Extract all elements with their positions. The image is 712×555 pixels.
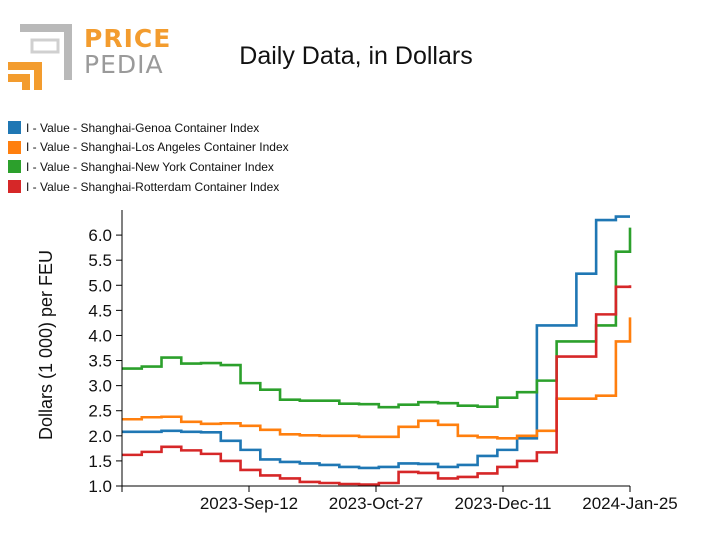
series-line-3 [122,285,632,486]
y-axis-title: Dollars (1 000) per FEU [36,250,56,440]
y-tick-label: 1.0 [88,477,112,496]
series-line-1 [122,317,632,440]
y-tick-label: 2.5 [88,402,112,421]
x-axis: 2023-Sep-12 2023-Oct-27 2023-Dec-11 2024-Ja… [121,485,678,513]
x-tick-label: 2023-Sep-12 [200,494,298,513]
logo-text-pedia: PEDIA [84,50,164,79]
x-tick-label: 2023-Oct-27 [329,494,424,513]
series-layer [122,215,632,486]
chart-title: Daily Data, in Dollars [239,42,473,70]
y-tick-label: 4.5 [88,301,112,320]
y-tick-label: 2.0 [88,427,112,446]
pricepedia-logo: PRICE PEDIA [6,22,170,92]
legend-item-new-york[interactable]: I - Value - Shanghai-New York Container … [8,157,289,177]
y-tick-label: 6.0 [88,226,112,245]
legend-item-los-angeles[interactable]: I - Value - Shanghai-Los Angeles Contain… [8,138,289,158]
legend-label: I - Value - Shanghai-New York Container … [26,159,274,174]
series-line-2 [122,227,632,409]
y-tick-label: 1.5 [88,452,112,471]
legend-swatch [8,121,21,135]
y-tick-label: 3.5 [88,352,112,371]
legend-item-rotterdam[interactable]: I - Value - Shanghai-Rotterdam Container… [8,177,289,197]
logo-mark-icon [8,24,72,90]
x-tick-label: 2024-Jan-25 [582,494,677,513]
y-tick-label: 3.0 [88,377,112,396]
y-tick-label: 5.0 [88,276,112,295]
legend-swatch [8,180,21,194]
y-axis: 1.0 1.5 2.0 2.5 3.0 3.5 4.0 4.5 5.0 5.5 6.0 [88,210,123,496]
legend-item-genoa[interactable]: I - Value - Shanghai-Genoa Container Ind… [8,118,289,138]
legend-swatch [8,140,21,154]
logo-text-price: PRICE [84,24,172,53]
y-tick-label: 5.5 [88,251,112,270]
legend-swatch [8,160,21,174]
legend-label: I - Value - Shanghai-Genoa Container Ind… [26,120,260,135]
legend: I - Value - Shanghai-Genoa Container Ind… [8,118,289,196]
legend-label: I - Value - Shanghai-Rotterdam Container… [26,179,280,194]
x-tick-label: 2023-Dec-11 [454,494,551,513]
series-line-0 [122,215,630,470]
legend-label: I - Value - Shanghai-Los Angeles Contain… [26,140,289,155]
y-tick-label: 4.0 [88,326,112,345]
